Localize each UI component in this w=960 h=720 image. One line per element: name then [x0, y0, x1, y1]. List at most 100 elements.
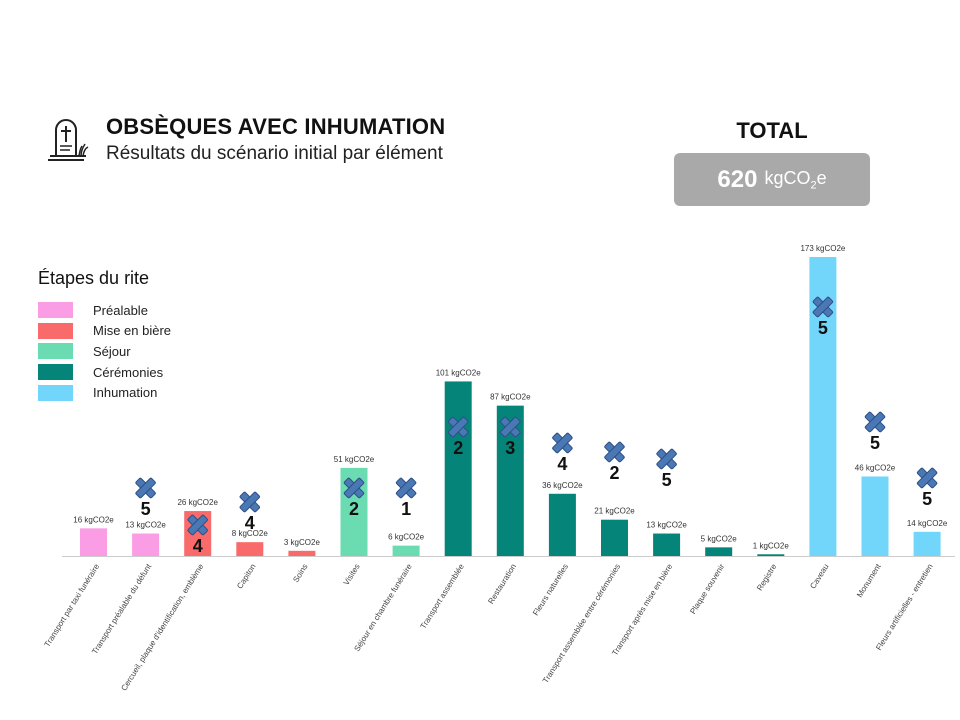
tick-label: Registre — [755, 562, 779, 592]
marker-number: 3 — [505, 438, 515, 458]
cross-marker — [604, 441, 625, 463]
marker-number: 4 — [245, 513, 255, 533]
tick-label: Transport préalable du défunt — [90, 562, 154, 656]
legend-swatch — [38, 343, 73, 360]
tick-label: Monument — [855, 562, 883, 599]
cross-marker-arm — [135, 477, 156, 499]
tick-label: Plaque souvenir — [688, 562, 726, 616]
legend: Préalable Mise en bière Séjour Cérémonies In… — [38, 300, 171, 403]
cross-marker — [239, 491, 261, 513]
bar — [392, 545, 420, 556]
tick-label: Transport par taxi funéraire — [43, 562, 102, 649]
cross-marker — [812, 296, 834, 318]
cross-marker — [552, 432, 573, 454]
data-label: 51 kgCO2e — [334, 455, 375, 464]
tick-label: Visites — [342, 562, 362, 587]
bar — [236, 542, 264, 556]
cross-marker-arm — [552, 432, 573, 454]
cross-marker-arm — [604, 441, 625, 463]
legend-swatch — [38, 302, 73, 319]
bar — [80, 528, 107, 556]
bar — [653, 533, 681, 556]
data-label: 46 kgCO2e — [855, 463, 896, 472]
bar — [913, 531, 941, 556]
tick-label: Séjour en chambre funéraire — [352, 562, 414, 653]
data-label: 13 kgCO2e — [646, 521, 687, 530]
tick-label: Fleurs naturelles — [531, 562, 570, 617]
marker-number: 2 — [349, 499, 359, 519]
legend-label: Inhumation — [93, 385, 158, 401]
data-label: 1 kgCO2e — [753, 541, 790, 550]
data-label: 8 kgCO2e — [232, 529, 269, 538]
legend-label: Séjour — [93, 343, 131, 359]
legend-label: Mise en bière — [93, 323, 172, 339]
marker-number: 1 — [401, 499, 411, 519]
cross-marker-arm — [343, 477, 365, 499]
data-label: 6 kgCO2e — [388, 533, 425, 542]
bar — [132, 533, 160, 556]
cross-marker-arm — [812, 296, 834, 318]
tick-label: Transport assemblée — [419, 562, 467, 631]
tick-label: Fleurs artificielles - entretien — [874, 562, 935, 652]
total-unit: kgCO2e — [764, 167, 827, 192]
cross-marker — [656, 448, 677, 470]
tick-label: Caveau — [808, 562, 830, 590]
marker-number: 5 — [662, 470, 672, 490]
cross-marker — [187, 514, 208, 536]
data-label: 3 kgCO2e — [284, 538, 321, 547]
grave-icon — [48, 119, 89, 161]
cross-marker-arm — [500, 416, 521, 438]
bar — [861, 476, 889, 556]
cross-marker — [864, 411, 886, 433]
cross-marker-arm — [239, 491, 261, 513]
legend-swatch — [38, 384, 73, 401]
total-label: TOTAL — [736, 118, 808, 143]
legend-swatch — [38, 364, 73, 381]
legend-item: Séjour — [38, 341, 171, 362]
tick-label: Capiton — [235, 562, 257, 590]
tick-label: Soins — [291, 562, 309, 584]
bar — [601, 519, 628, 556]
data-label: 13 kgCO2e — [125, 521, 166, 530]
marker-number: 2 — [453, 438, 463, 458]
data-label: 101 kgCO2e — [436, 368, 481, 377]
marker-number: 5 — [922, 489, 932, 509]
marker-number: 4 — [193, 536, 203, 556]
legend-item: Mise en bière — [38, 321, 171, 342]
data-label: 173 kgCO2e — [800, 244, 845, 253]
legend-item: Inhumation — [38, 382, 171, 403]
page-subtitle: Résultats du scénario initial par élémen… — [106, 143, 443, 164]
cross-marker — [500, 416, 521, 438]
cross-marker-arm — [447, 416, 469, 438]
cross-marker — [395, 477, 417, 499]
marker-number: 2 — [609, 463, 619, 483]
bar — [548, 493, 576, 556]
data-label: 16 kgCO2e — [73, 515, 114, 524]
total-value: 620 — [717, 165, 758, 193]
cross-marker-arm — [916, 467, 938, 489]
tick-label: Restauration — [486, 562, 518, 605]
tick-label: Cercueil, plaque d'identification, emblè… — [119, 562, 205, 693]
legend-item: Cérémonies — [38, 362, 171, 383]
data-label: 87 kgCO2e — [490, 393, 531, 402]
bar — [444, 381, 472, 556]
data-label: 21 kgCO2e — [594, 507, 635, 516]
legend-label: Cérémonies — [93, 364, 164, 380]
cross-marker — [135, 477, 156, 499]
marker-number: 5 — [818, 318, 828, 338]
data-label: 5 kgCO2e — [701, 534, 738, 543]
legend-label: Préalable — [93, 302, 148, 318]
marker-number: 5 — [870, 433, 880, 453]
bar — [288, 550, 316, 556]
data-label: 14 kgCO2e — [907, 519, 948, 528]
page-title: OBSÈQUES AVEC INHUMATION — [106, 114, 446, 139]
cross-marker-arm — [395, 477, 417, 499]
data-label: 36 kgCO2e — [542, 481, 583, 490]
cross-marker — [447, 416, 469, 438]
legend-item: Préalable — [38, 300, 171, 321]
total-box: 620 kgCO2e — [674, 153, 870, 206]
cross-marker — [343, 477, 365, 499]
bar — [757, 554, 785, 556]
legend-title: Étapes du rite — [38, 268, 150, 288]
